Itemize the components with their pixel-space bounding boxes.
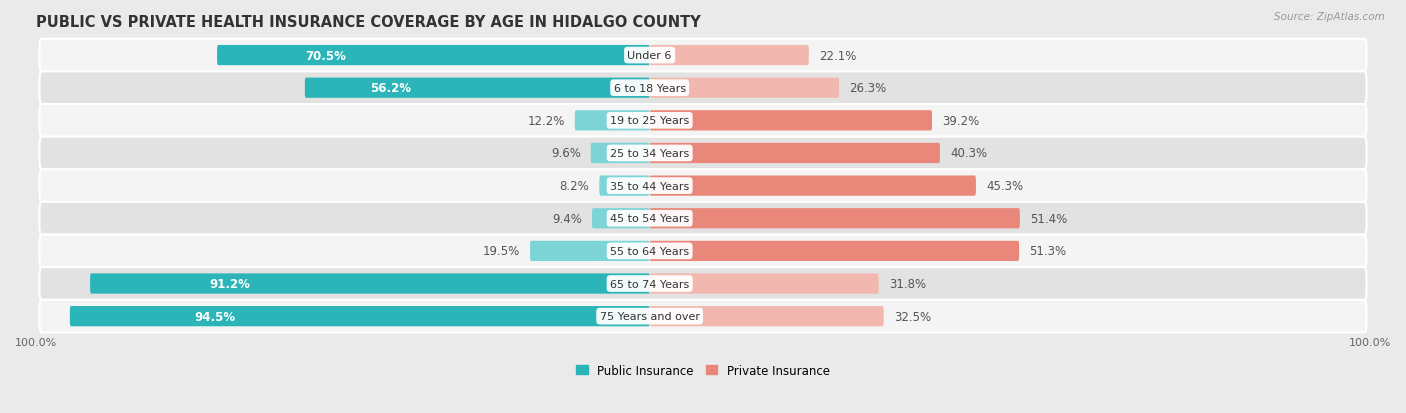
- Text: 91.2%: 91.2%: [209, 278, 250, 290]
- FancyBboxPatch shape: [592, 209, 650, 229]
- Text: 39.2%: 39.2%: [942, 114, 979, 128]
- FancyBboxPatch shape: [217, 46, 650, 66]
- FancyBboxPatch shape: [90, 274, 650, 294]
- Text: 40.3%: 40.3%: [950, 147, 987, 160]
- FancyBboxPatch shape: [39, 268, 1367, 300]
- Text: 94.5%: 94.5%: [194, 310, 235, 323]
- Text: 55 to 64 Years: 55 to 64 Years: [610, 246, 689, 256]
- Text: 65 to 74 Years: 65 to 74 Years: [610, 279, 689, 289]
- FancyBboxPatch shape: [650, 274, 879, 294]
- FancyBboxPatch shape: [39, 235, 1367, 268]
- FancyBboxPatch shape: [575, 111, 650, 131]
- Text: 22.1%: 22.1%: [818, 50, 856, 62]
- Text: 51.4%: 51.4%: [1029, 212, 1067, 225]
- FancyBboxPatch shape: [599, 176, 650, 196]
- FancyBboxPatch shape: [530, 241, 650, 261]
- Text: 56.2%: 56.2%: [371, 82, 412, 95]
- Text: PUBLIC VS PRIVATE HEALTH INSURANCE COVERAGE BY AGE IN HIDALGO COUNTY: PUBLIC VS PRIVATE HEALTH INSURANCE COVER…: [37, 15, 700, 30]
- Text: 70.5%: 70.5%: [305, 50, 346, 62]
- Text: 8.2%: 8.2%: [560, 180, 589, 192]
- FancyBboxPatch shape: [650, 306, 884, 327]
- FancyBboxPatch shape: [650, 209, 1019, 229]
- Text: 31.8%: 31.8%: [889, 278, 925, 290]
- Text: 75 Years and over: 75 Years and over: [599, 311, 700, 321]
- FancyBboxPatch shape: [650, 143, 939, 164]
- Text: 25 to 34 Years: 25 to 34 Years: [610, 149, 689, 159]
- Text: 26.3%: 26.3%: [849, 82, 886, 95]
- Text: 19 to 25 Years: 19 to 25 Years: [610, 116, 689, 126]
- Text: 12.2%: 12.2%: [527, 114, 565, 128]
- Legend: Public Insurance, Private Insurance: Public Insurance, Private Insurance: [571, 359, 835, 382]
- FancyBboxPatch shape: [39, 137, 1367, 170]
- FancyBboxPatch shape: [39, 105, 1367, 137]
- FancyBboxPatch shape: [650, 78, 839, 99]
- FancyBboxPatch shape: [39, 40, 1367, 72]
- FancyBboxPatch shape: [305, 78, 650, 99]
- FancyBboxPatch shape: [39, 72, 1367, 105]
- Text: 35 to 44 Years: 35 to 44 Years: [610, 181, 689, 191]
- FancyBboxPatch shape: [39, 300, 1367, 332]
- Text: 51.3%: 51.3%: [1029, 245, 1066, 258]
- FancyBboxPatch shape: [591, 143, 650, 164]
- FancyBboxPatch shape: [39, 170, 1367, 202]
- FancyBboxPatch shape: [650, 46, 808, 66]
- FancyBboxPatch shape: [650, 111, 932, 131]
- Text: 9.6%: 9.6%: [551, 147, 581, 160]
- Text: Under 6: Under 6: [627, 51, 672, 61]
- Text: 45.3%: 45.3%: [986, 180, 1024, 192]
- FancyBboxPatch shape: [650, 241, 1019, 261]
- Text: 9.4%: 9.4%: [553, 212, 582, 225]
- FancyBboxPatch shape: [650, 176, 976, 196]
- Text: Source: ZipAtlas.com: Source: ZipAtlas.com: [1274, 12, 1385, 22]
- Text: 45 to 54 Years: 45 to 54 Years: [610, 214, 689, 224]
- FancyBboxPatch shape: [39, 202, 1367, 235]
- Text: 6 to 18 Years: 6 to 18 Years: [613, 83, 686, 93]
- FancyBboxPatch shape: [70, 306, 650, 327]
- Text: 19.5%: 19.5%: [482, 245, 520, 258]
- Text: 32.5%: 32.5%: [894, 310, 931, 323]
